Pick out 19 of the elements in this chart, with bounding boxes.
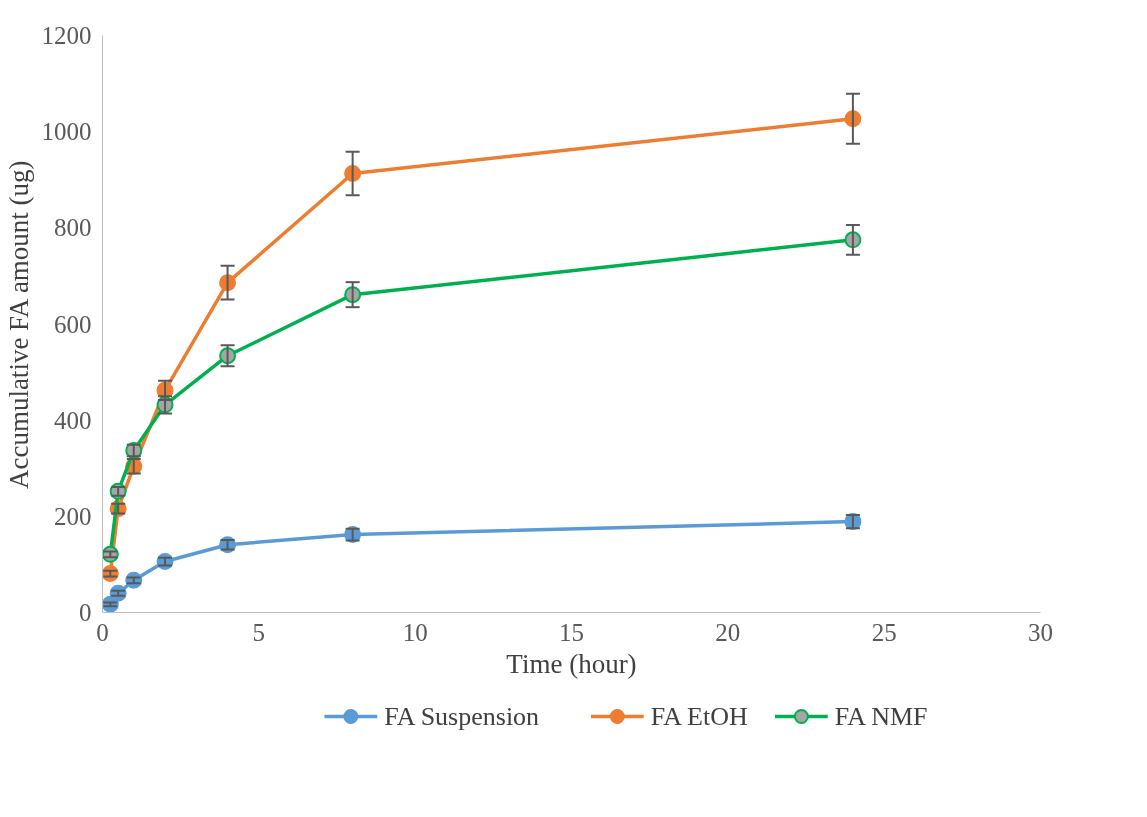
x-tick-label: 0 [96,618,109,646]
x-tick-label: 10 [402,618,428,646]
x-tick-label: 25 [871,618,897,646]
y-axis-title: Accumulative FA amount (ug) [3,160,34,490]
y-tick-label: 0 [79,599,92,626]
legend-label: FA Suspension [384,702,540,731]
y-tick-label: 1200 [41,22,92,49]
x-tick-label: 30 [1028,618,1053,646]
y-tick-label: 400 [54,406,92,434]
y-tick-label: 200 [54,502,92,530]
legend-label: FA NMF [834,702,928,731]
y-tick-label: 1000 [41,118,92,146]
x-tick-label: 15 [559,618,584,646]
x-axis-title: Time (hour) [506,648,637,679]
x-tick-label: 20 [715,618,741,646]
y-tick-label: 800 [54,214,92,242]
y-tick-label: 600 [54,310,92,338]
legend-label: FA EtOH [650,702,748,731]
x-tick-label: 5 [252,618,266,646]
